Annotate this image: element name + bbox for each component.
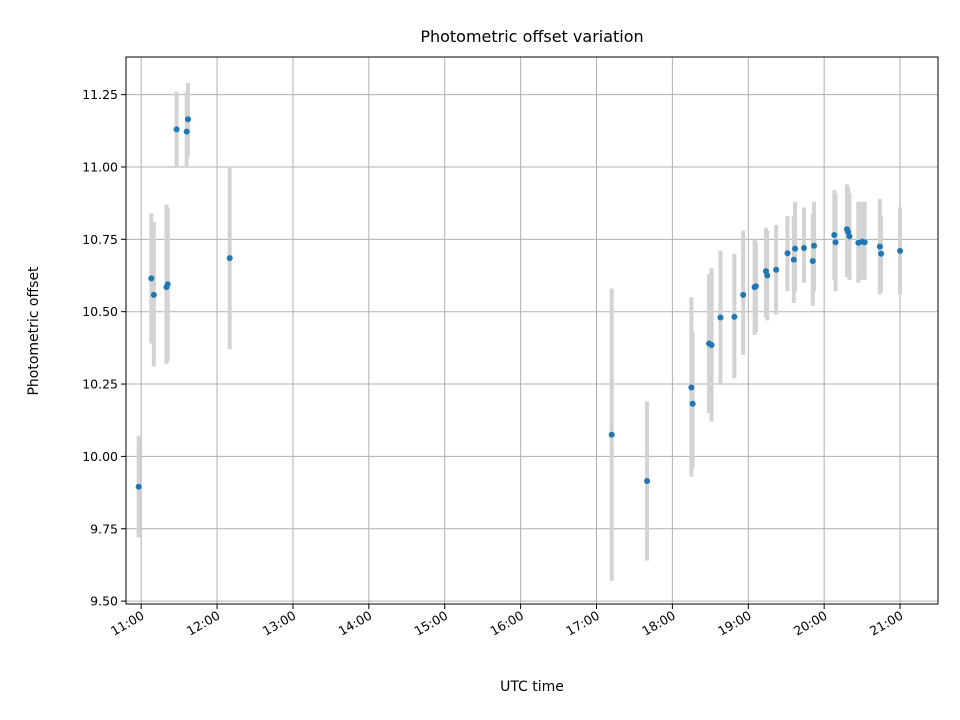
y-tick-label: 11.00 bbox=[82, 159, 118, 174]
x-tick-label: 14:00 bbox=[336, 608, 375, 639]
data-point bbox=[764, 272, 771, 279]
y-tick-label: 10.75 bbox=[82, 232, 118, 247]
x-axis-label: UTC time bbox=[500, 679, 564, 695]
data-point bbox=[897, 247, 904, 254]
x-tick-label: 17:00 bbox=[563, 608, 602, 639]
data-point bbox=[717, 314, 724, 321]
data-point bbox=[790, 256, 797, 263]
data-point bbox=[689, 400, 696, 407]
x-tick-label: 16:00 bbox=[487, 608, 526, 639]
grid-lines bbox=[126, 57, 938, 604]
y-tick-label: 11.25 bbox=[82, 87, 118, 102]
data-point bbox=[846, 233, 853, 240]
data-point bbox=[809, 258, 816, 265]
data-point bbox=[861, 239, 868, 246]
data-points bbox=[135, 116, 904, 490]
x-tick-label: 11:00 bbox=[108, 608, 147, 639]
data-point bbox=[773, 266, 780, 273]
x-tick-label: 13:00 bbox=[260, 608, 299, 639]
data-point bbox=[688, 384, 695, 391]
x-tick-label: 12:00 bbox=[184, 608, 223, 639]
x-tick-label: 21:00 bbox=[867, 608, 906, 639]
data-point bbox=[876, 243, 883, 250]
y-tick-label: 9.50 bbox=[90, 594, 118, 609]
data-point bbox=[226, 255, 233, 262]
data-point bbox=[784, 250, 791, 257]
data-point bbox=[608, 431, 615, 438]
x-axis: 11:00 12:00 13:00 14:00 15:00 16:00 17:00 18:00… bbox=[108, 604, 906, 639]
data-point bbox=[878, 250, 885, 257]
y-tick-label: 9.75 bbox=[90, 521, 118, 536]
data-point bbox=[164, 281, 171, 288]
x-tick-label: 19:00 bbox=[715, 608, 754, 639]
data-point bbox=[184, 116, 191, 123]
y-axis-label: Photometric offset bbox=[26, 266, 42, 396]
x-tick-label: 20:00 bbox=[791, 608, 830, 639]
data-point bbox=[644, 477, 651, 484]
data-point bbox=[800, 245, 807, 252]
data-point bbox=[708, 341, 715, 348]
data-point bbox=[731, 313, 738, 320]
x-tick-label: 18:00 bbox=[639, 608, 678, 639]
x-tick-label: 15:00 bbox=[412, 608, 451, 639]
data-point bbox=[148, 275, 155, 282]
y-tick-label: 10.25 bbox=[82, 377, 118, 392]
data-point bbox=[150, 291, 157, 298]
data-point bbox=[752, 283, 759, 290]
data-point bbox=[173, 126, 180, 133]
data-point bbox=[740, 291, 747, 298]
data-point bbox=[135, 483, 142, 490]
data-point bbox=[832, 239, 839, 246]
y-axis: 9.50 9.75 10.00 10.25 10.50 10.75 11.00 11.25 bbox=[82, 87, 126, 609]
y-tick-label: 10.50 bbox=[82, 304, 118, 319]
plot-frame bbox=[125, 56, 939, 605]
error-bars bbox=[136, 83, 903, 581]
data-point bbox=[183, 128, 190, 135]
data-point bbox=[831, 231, 838, 238]
data-point bbox=[811, 242, 818, 249]
data-point bbox=[792, 245, 799, 252]
y-tick-label: 10.00 bbox=[82, 449, 118, 464]
chart-title: Photometric offset variation bbox=[420, 27, 643, 46]
